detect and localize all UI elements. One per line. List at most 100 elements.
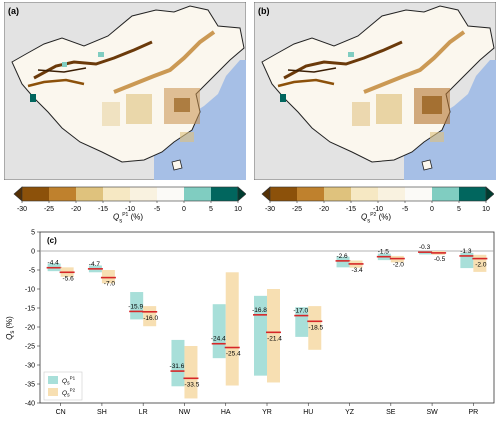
colorbar-b-label-sub: s: [367, 218, 371, 225]
colorbar-a-tick-label: -25: [44, 206, 54, 213]
legend-swatch-p1: [48, 376, 58, 384]
y-axis-label: Qs (%): [5, 316, 16, 340]
colorbar-a-tick-label: 5: [209, 206, 213, 213]
x-tick-label: NW: [179, 409, 191, 416]
x-tick-label: CN: [56, 409, 66, 416]
colorbar-a-label-symbol: Q: [112, 212, 120, 222]
map-b-image: [253, 1, 497, 181]
y-axis-label-sub: s: [10, 331, 16, 334]
colorbar-a-tick-label: -20: [71, 206, 81, 213]
colorbar-b-segment: [459, 187, 486, 201]
range-bar-p2: [101, 270, 115, 284]
value-label-p2: -21.4: [267, 335, 282, 342]
colorbar-a-segment: [211, 187, 238, 201]
colorbar-b-tick-label: 10: [482, 206, 490, 213]
range-bar-p1: [171, 339, 185, 387]
colorbar-a-segment: [184, 187, 211, 201]
colorbar-a-tick-label: 0: [182, 206, 186, 213]
x-tick-label: SE: [386, 409, 396, 416]
colorbar-b-tick-label: -10: [373, 206, 383, 213]
colorbar-b-segment: [297, 187, 324, 201]
colorbar-b-tick-label: -30: [265, 206, 275, 213]
y-tick-label: 0: [31, 249, 35, 256]
y-tick-label: -10: [25, 287, 35, 294]
map-a-image: [3, 1, 247, 181]
legend-label-p2: QsP2: [62, 388, 76, 399]
value-label-p1: -17.0: [293, 308, 308, 315]
value-label-p1: -31.6: [170, 363, 185, 370]
range-bar-p2: [225, 272, 239, 386]
y-tick-label: -30: [25, 363, 35, 370]
value-label-p2: -2.0: [393, 262, 405, 269]
range-bar-p2: [267, 289, 280, 383]
colorbar-a-label-sup: P1: [122, 212, 129, 218]
value-label-p1: -24.4: [211, 336, 226, 343]
colorbar-a-tick-label: -10: [125, 206, 135, 213]
legend-p1-sup: P1: [70, 376, 76, 381]
chart-c: (c) -40 -35 -30 -25 -20 -15 -10 -5 0 5 CN -4.4 -5.6 S…: [5, 230, 495, 416]
y-tick-label: -5: [29, 268, 35, 275]
value-label-p2: -3.4: [351, 267, 363, 274]
colorbar-a-tick-label: -5: [154, 206, 160, 213]
x-tick-label: SH: [97, 409, 107, 416]
panel-label-c: (c): [47, 236, 57, 245]
y-axis-label-symbol: Q: [5, 334, 14, 340]
colorbar-b-segment: [270, 187, 297, 201]
y-tick-label: -25: [25, 344, 35, 351]
colorbar-b-tick-label: -5: [402, 206, 408, 213]
x-tick-label: YZ: [345, 409, 355, 416]
range-bar-p1: [254, 295, 267, 376]
colorbar-b-tick-label: -20: [319, 206, 329, 213]
colorbar-b-tick-label: -15: [346, 206, 356, 213]
colorbar-b-tick-label: -25: [292, 206, 302, 213]
value-label-p2: -0.5: [434, 256, 446, 263]
y-tick-label: -40: [25, 401, 35, 408]
value-label-p2: -7.0: [104, 281, 116, 288]
range-bar-p2: [308, 306, 322, 350]
map-a-label: (a): [8, 6, 19, 16]
x-tick-label: HU: [303, 409, 313, 416]
legend: QsP1 QsP2: [43, 371, 83, 401]
legend-p1-symbol: Q: [62, 378, 67, 385]
map-panel-a: (a): [3, 1, 247, 181]
colorbar-a-label-unit: (%): [130, 212, 144, 222]
value-label-p1: -1.5: [378, 249, 390, 256]
value-label-p2: -2.0: [475, 262, 487, 269]
colorbar-a-label-sub: s: [119, 218, 123, 225]
colorbar-a-segment: [76, 187, 103, 201]
legend-p2-sup: P2: [70, 388, 76, 393]
colorbar-b-tick-label: 5: [457, 206, 461, 213]
x-tick-label: YR: [262, 409, 272, 416]
colorbar-b-segment: [324, 187, 351, 201]
range-bar-p1: [295, 307, 309, 337]
y-tick-label: -35: [25, 382, 35, 389]
colorbar-b-label: QsP2 (%): [258, 212, 494, 224]
value-label-p1: -16.8: [252, 307, 267, 314]
map-panel-b: (b): [253, 1, 497, 181]
value-label-p1: -4.7: [89, 261, 101, 268]
colorbar-b-svg: -30 -25 -20 -15 -10 -5 0 5 10: [261, 186, 495, 213]
colorbar-a-label: QsP1 (%): [10, 212, 246, 224]
x-tick-label: LR: [139, 409, 148, 416]
range-bar-p1: [336, 256, 350, 268]
colorbar-a-segment: [49, 187, 76, 201]
colorbar-a-extend-low: [13, 186, 23, 202]
chart-layer: -40 -35 -30 -25 -20 -15 -10 -5 0 5 CN -4.4 -5.6 SH -4.…: [25, 230, 494, 416]
range-bar-p1: [130, 292, 144, 320]
colorbar-b-label-unit: (%): [378, 212, 392, 222]
colorbar-b-extend-high: [485, 186, 495, 202]
colorbar-a-tick-label: -30: [17, 206, 27, 213]
colorbar-a-tick-label: 10: [234, 206, 242, 213]
colorbar-b-segment: [405, 187, 432, 201]
legend-p2-sub: s: [67, 393, 70, 399]
value-label-p1: -4.4: [48, 260, 60, 267]
value-label-p1: -15.9: [128, 303, 143, 310]
value-label-p1: -1.3: [460, 248, 472, 255]
colorbar-b-segment: [378, 187, 405, 201]
colorbar-a: -30 -25 -20 -15 -10 -5 0 5 10 QsP1 (%): [10, 183, 247, 225]
map-b-label: (b): [258, 6, 270, 16]
y-tick-label: 5: [31, 230, 35, 237]
legend-p2-symbol: Q: [62, 390, 67, 397]
legend-label-p1: QsP1: [62, 376, 76, 387]
legend-p1-sub: s: [67, 381, 70, 387]
